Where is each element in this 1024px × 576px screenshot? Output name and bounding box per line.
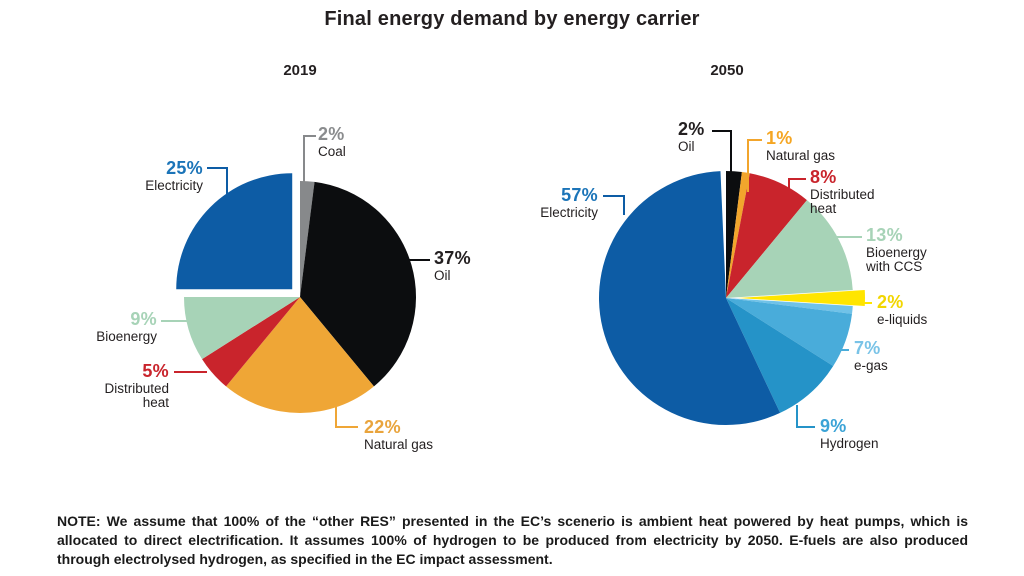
pie-slice-2050-e-liquids (738, 290, 865, 306)
pct-2050-oil: 2% (678, 119, 705, 139)
label-2019-oil: 37% Oil (434, 248, 471, 283)
pct-2050-bioenergy-ccs: 13% (866, 225, 903, 245)
leader-line-2050-oil (712, 130, 732, 190)
name-2019-natural-gas: Natural gas (364, 437, 434, 452)
label-2019-coal: 2% Coal (318, 124, 346, 159)
pie-slice-2050-e-gas (726, 298, 852, 367)
label-2050-oil: 2% Oil (678, 119, 705, 154)
chart-year-2019: 2019 (283, 62, 317, 79)
name-2019-oil: Oil (434, 268, 451, 283)
leader-line-2050-hydrogen (796, 405, 815, 428)
pct-2019-oil: 37% (434, 248, 471, 268)
pct-2050-e-liquids: 2% (877, 292, 904, 312)
pct-2050-e-gas: 7% (854, 338, 881, 358)
pie-slice-2050-hydrogen (726, 298, 834, 413)
pct-2050-electricity: 57% (561, 185, 598, 205)
pie-slice-2019-coal (300, 181, 315, 297)
name-2019-bioenergy: Bioenergy (96, 329, 157, 344)
pct-2050-distributed-heat: 8% (810, 167, 837, 187)
label-2019-bioenergy: 9% Bioenergy (96, 309, 157, 344)
pie-slice-2050-oil (726, 171, 742, 298)
leader-line-2050-natural-gas (747, 139, 762, 192)
leader-line-2019-coal (303, 135, 316, 190)
label-2050-electricity: 57% Electricity (540, 185, 598, 220)
label-2050-hydrogen: 9% Hydrogen (820, 416, 879, 451)
pie-slice-2050-natural-gas (726, 172, 750, 298)
pct-2019-natural-gas: 22% (364, 417, 401, 437)
page-title: Final energy demand by energy carrier (324, 8, 700, 30)
pie-slice-2019-natural-gas (226, 297, 374, 414)
label-2019-natural-gas: 22% Natural gas (364, 417, 434, 452)
label-2050-distributed-heat: 8% Distributed heat (810, 167, 894, 216)
label-2050-e-liquids: 2% e-liquids (877, 292, 928, 327)
name-2050-bioenergy-ccs: Bioenergy with CCS (866, 245, 927, 274)
pie-slice-2019-oil (300, 181, 417, 387)
name-2050-electricity: Electricity (540, 205, 598, 220)
pie-slice-2019-bioenergy (184, 297, 300, 360)
pie-slice-2019-electricity (176, 173, 293, 290)
name-2050-natural-gas: Natural gas (766, 148, 836, 163)
label-2050-natural-gas: 1% Natural gas (766, 128, 836, 163)
label-2019-electricity: 25% Electricity (145, 158, 203, 193)
name-2019-coal: Coal (318, 144, 346, 159)
pct-2019-electricity: 25% (166, 158, 203, 178)
name-2050-distributed-heat: Distributed heat (810, 187, 875, 216)
chart-year-2050: 2050 (710, 62, 744, 79)
leader-line-2019-electricity (207, 167, 228, 196)
label-2019-distributed-heat: 5% Distributed heat (89, 361, 169, 410)
label-2050-e-gas: 7% e-gas (854, 338, 888, 373)
pie-slice-2050-electricity (599, 171, 781, 425)
pie-slice-2050-bioenergy-with-ccs (726, 200, 853, 298)
pct-2019-coal: 2% (318, 124, 345, 144)
pct-2050-hydrogen: 9% (820, 416, 847, 436)
pie-slice-2019-distributed-heat (202, 297, 300, 387)
leader-line-2019-natural-gas (335, 402, 358, 428)
name-2050-hydrogen: Hydrogen (820, 436, 879, 451)
pct-2019-distributed-heat: 5% (142, 361, 169, 381)
name-2019-distributed-heat: Distributed heat (104, 381, 169, 410)
leader-line-2050-distributed-heat (788, 178, 806, 205)
pie-slice-2050-distributed-heat (726, 173, 807, 298)
name-2019-electricity: Electricity (145, 178, 203, 193)
label-2050-bioenergy-ccs: 13% Bioenergy with CCS (866, 225, 946, 274)
pct-2050-natural-gas: 1% (766, 128, 793, 148)
name-2050-e-liquids: e-liquids (877, 312, 928, 327)
footnote-text: NOTE: We assume that 100% of the “other … (57, 513, 968, 567)
name-2050-oil: Oil (678, 139, 695, 154)
pct-2019-bioenergy: 9% (130, 309, 157, 329)
leader-line-2050-electricity (603, 195, 625, 215)
name-2050-e-gas: e-gas (854, 358, 888, 373)
pie-slice-2050-unlabeled (726, 298, 853, 314)
